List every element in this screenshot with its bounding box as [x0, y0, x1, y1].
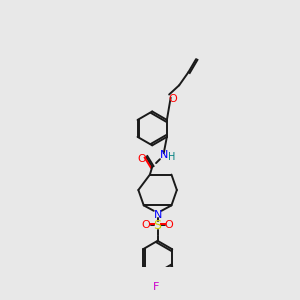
Text: F: F — [153, 282, 159, 292]
Text: O: O — [169, 94, 177, 104]
Text: H: H — [168, 152, 175, 162]
Text: O: O — [165, 220, 173, 230]
Text: N: N — [153, 210, 162, 220]
Text: N: N — [160, 150, 168, 160]
Text: O: O — [138, 154, 147, 164]
Text: O: O — [142, 220, 150, 230]
Text: S: S — [154, 219, 162, 232]
